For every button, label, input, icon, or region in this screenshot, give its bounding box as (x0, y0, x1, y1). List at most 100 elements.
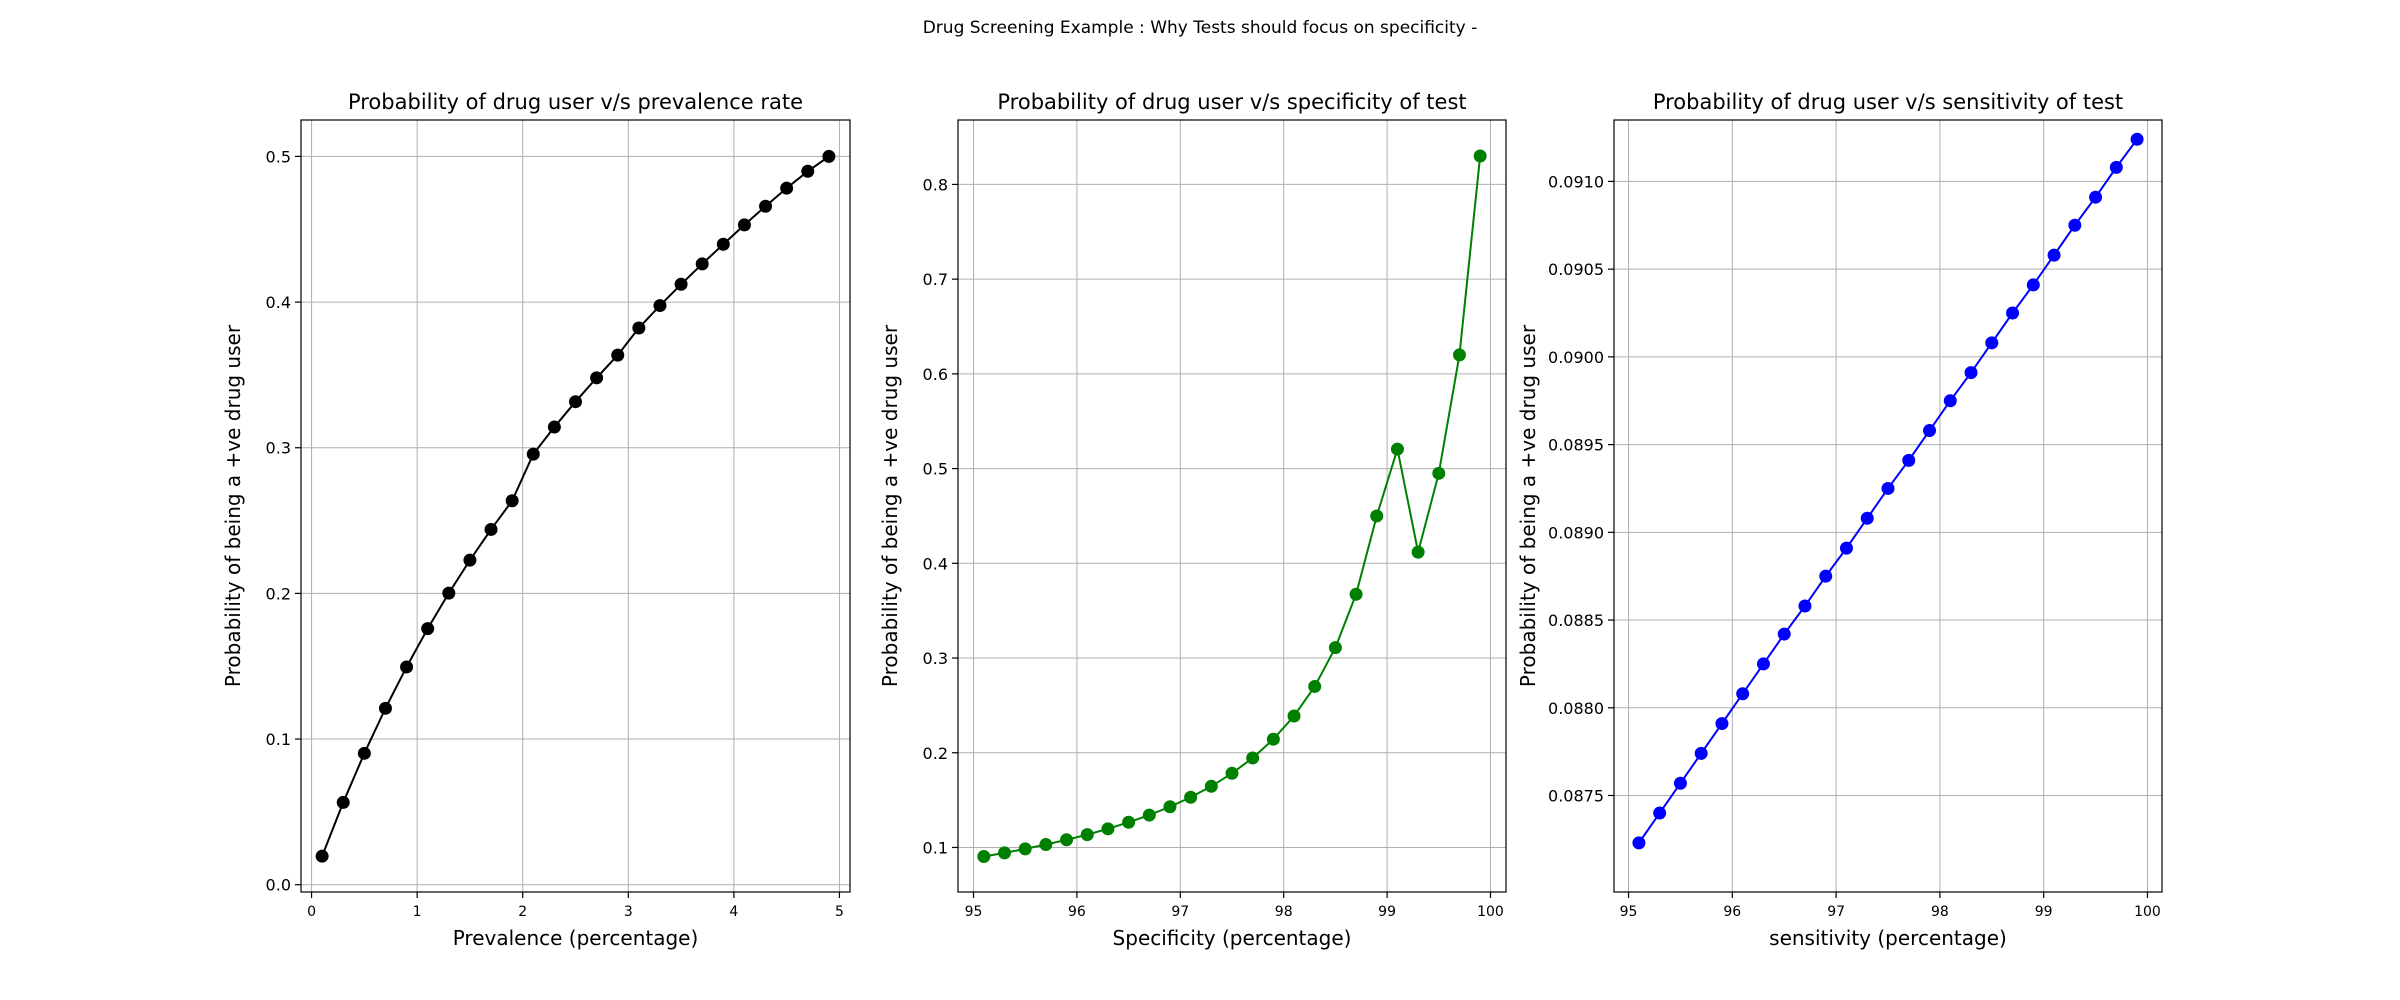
data-point (759, 199, 773, 213)
x-tick-label: 2 (518, 904, 527, 920)
data-point (1694, 746, 1708, 760)
y-axis-label: Probability of being a +ve drug user (221, 324, 245, 687)
y-tick-label: 0.5 (266, 147, 291, 166)
y-tick-label: 0.0890 (1548, 523, 1604, 542)
data-point (2130, 132, 2144, 146)
y-tick-label: 0.0 (266, 876, 291, 895)
y-tick-label: 0.2 (266, 584, 291, 603)
x-tick-label: 96 (1068, 904, 1086, 920)
data-point (977, 849, 991, 863)
data-point (998, 846, 1012, 860)
y-tick-label: 0.4 (266, 293, 291, 312)
data-point (1943, 394, 1957, 408)
data-point (1018, 842, 1032, 856)
data-point (2089, 190, 2103, 204)
data-point (1432, 466, 1446, 480)
x-tick-label: 97 (1171, 904, 1189, 920)
data-point (1473, 149, 1487, 163)
y-tick-label: 0.0880 (1548, 699, 1604, 718)
data-point (1736, 687, 1750, 701)
data-point (1308, 679, 1322, 693)
data-point (2068, 218, 2082, 232)
data-point (1184, 790, 1198, 804)
x-axis-label: Prevalence (percentage) (453, 926, 699, 950)
y-tick-label: 0.5 (923, 460, 948, 479)
data-point (547, 420, 561, 434)
data-point (421, 622, 435, 636)
y-tick-label: 0.0900 (1548, 348, 1604, 367)
data-point (1225, 766, 1239, 780)
x-tick-label: 96 (1723, 904, 1741, 920)
data-point (1411, 545, 1425, 559)
data-point (632, 321, 646, 335)
data-point (1632, 836, 1646, 850)
data-point (1964, 366, 1978, 380)
data-point (1452, 348, 1466, 362)
data-point (590, 371, 604, 385)
y-tick-label: 0.1 (923, 838, 948, 857)
x-tick-label: 99 (2035, 904, 2053, 920)
data-point (1715, 717, 1729, 731)
data-point (1204, 779, 1218, 793)
x-tick-label: 0 (307, 904, 316, 920)
data-point (1860, 511, 1874, 525)
x-tick-label: 98 (1931, 904, 1949, 920)
data-point (1370, 509, 1384, 523)
data-point (315, 849, 329, 863)
data-point (1060, 833, 1074, 847)
y-tick-label: 0.3 (923, 649, 948, 668)
x-axis-label: Specificity (percentage) (1113, 926, 1352, 950)
y-tick-label: 0.1 (266, 730, 291, 749)
data-point (1819, 569, 1833, 583)
data-point (442, 586, 456, 600)
data-point (2109, 160, 2123, 174)
subplot-title: Probability of drug user v/s sensitivity… (1653, 90, 2123, 114)
y-tick-label: 0.2 (923, 744, 948, 763)
data-point (801, 164, 815, 178)
data-point (674, 277, 688, 291)
x-tick-label: 95 (1620, 904, 1638, 920)
x-axis-label: sensitivity (percentage) (1769, 926, 2007, 950)
axes-frame (300, 119, 851, 893)
data-point (1246, 751, 1260, 765)
y-tick-label: 0.6 (923, 365, 948, 384)
data-point (400, 660, 414, 674)
data-point (1653, 806, 1667, 820)
figure-suptitle: Drug Screening Example : Why Tests shoul… (923, 18, 1478, 38)
x-tick-label: 100 (1477, 904, 1504, 920)
data-point (1349, 587, 1363, 601)
y-tick-label: 0.0875 (1548, 787, 1604, 806)
series-line (983, 155, 1482, 858)
axes-frame (1613, 119, 2163, 893)
data-point (1777, 627, 1791, 641)
data-point (1039, 838, 1053, 852)
data-point (780, 181, 794, 195)
data-point (1101, 822, 1115, 836)
data-point (1163, 800, 1177, 814)
y-axis-label: Probability of being a +ve drug user (878, 324, 902, 687)
data-point (526, 447, 540, 461)
data-point (1798, 599, 1812, 613)
x-tick-label: 99 (1378, 904, 1396, 920)
data-point (1328, 641, 1342, 655)
data-point (1923, 424, 1937, 438)
data-point (357, 746, 371, 760)
data-point (611, 348, 625, 362)
x-tick-label: 3 (624, 904, 633, 920)
subplot-1: 0 1 2 3 4 5 0.0 0.1 0.2 0.3 0.4 0.5 Probability of d… (221, 90, 851, 950)
subplot-3: 95 96 97 98 99 100 0.0875 0.0880 0.0885 0.0890 0.0… (1516, 90, 2163, 950)
data-point (1839, 541, 1853, 555)
data-point (737, 218, 751, 232)
data-point (1287, 709, 1301, 723)
y-tick-label: 0.0910 (1548, 172, 1604, 191)
data-point (1902, 453, 1916, 467)
y-tick-label: 0.0895 (1548, 436, 1604, 455)
y-tick-label: 0.4 (923, 554, 948, 573)
data-point (716, 237, 730, 251)
data-point (1673, 776, 1687, 790)
data-point (1266, 732, 1280, 746)
x-tick-label: 98 (1275, 904, 1293, 920)
subplot-title: Probability of drug user v/s specificity… (997, 90, 1466, 114)
y-tick-label: 0.7 (923, 270, 948, 289)
